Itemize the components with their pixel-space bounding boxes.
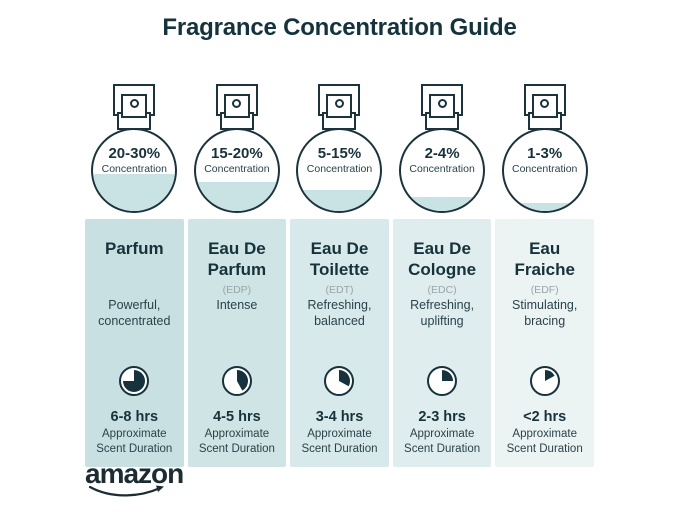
fragrance-abbr: (EDF) bbox=[530, 283, 559, 296]
name-block: Eau De Toilette (EDT) bbox=[297, 238, 381, 297]
bottle-body: 5-15% Concentration bbox=[296, 128, 383, 213]
bottle-body: 2-4% Concentration bbox=[399, 128, 486, 213]
liquid-fill bbox=[195, 181, 278, 211]
clock-icon bbox=[426, 361, 458, 401]
concentration-label: Concentration bbox=[306, 163, 373, 175]
bottle-nozzle-icon bbox=[540, 99, 550, 108]
duration-note: Approximate Scent Duration bbox=[198, 428, 275, 455]
concentration-label: Concentration bbox=[409, 163, 475, 175]
card-parfum: Parfum Powerful, concentrated 6-8 hrs Ap… bbox=[85, 219, 184, 467]
clock-icon bbox=[221, 361, 253, 401]
bottle-pump-icon bbox=[223, 94, 250, 118]
card-eau-fraiche: Eau Fraiche (EDF) Stimulating, bracing <… bbox=[495, 219, 594, 467]
bottle-label: 15-20% Concentration bbox=[196, 145, 278, 175]
page-title: Fragrance Concentration Guide bbox=[162, 14, 517, 41]
fragrance-abbr: (EDP) bbox=[222, 283, 252, 296]
fragrance-name: Eau De Cologne bbox=[408, 239, 477, 280]
perfume-bottle-eau-fraiche: 1-3% Concentration bbox=[496, 84, 594, 214]
clock-icon bbox=[529, 361, 561, 401]
fragrance-name: Eau De Parfum bbox=[207, 239, 267, 280]
concentration-value: 5-15% bbox=[317, 145, 362, 162]
fragrance-name: Eau Fraiche bbox=[514, 239, 575, 280]
perfume-bottle-eau-de-cologne: 2-4% Concentration bbox=[393, 84, 491, 214]
name-block: Parfum bbox=[105, 238, 164, 297]
fragrance-description: Stimulating, bracing bbox=[512, 298, 578, 329]
name-block: Eau Fraiche (EDF) bbox=[503, 238, 587, 297]
duration-note: Approximate Scent Duration bbox=[506, 428, 583, 455]
concentration-label: Concentration bbox=[101, 163, 167, 175]
info-cards-row: Parfum Powerful, concentrated 6-8 hrs Ap… bbox=[85, 219, 594, 467]
concentration-value: 2-4% bbox=[424, 145, 460, 162]
duration-value: 6-8 hrs bbox=[110, 409, 159, 425]
fragrance-name: Eau De Toilette bbox=[309, 239, 370, 280]
card-eau-de-cologne: Eau De Cologne (EDC) Refreshing, uplifti… bbox=[392, 219, 492, 467]
duration-value: 2-3 hrs bbox=[418, 409, 466, 425]
perfume-bottle-eau-de-parfum: 15-20% Concentration bbox=[188, 84, 286, 214]
concentration-value: 15-20% bbox=[211, 145, 263, 162]
perfume-bottle-parfum: 20-30% Concentration bbox=[85, 84, 183, 214]
amazon-logo: amazon bbox=[85, 460, 195, 500]
bottle-label: 5-15% Concentration bbox=[298, 145, 380, 175]
card-eau-de-parfum: Eau De Parfum (EDP) Intense 4-5 hrs Appr… bbox=[187, 219, 287, 467]
bottle-body: 15-20% Concentration bbox=[193, 128, 280, 213]
bottle-nozzle-icon bbox=[129, 99, 139, 108]
duration-note: Approximate Scent Duration bbox=[96, 428, 173, 455]
bottle-body: 1-3% Concentration bbox=[501, 128, 588, 213]
bottle-pump-icon bbox=[326, 94, 353, 118]
perfume-bottle-eau-de-toilette: 5-15% Concentration bbox=[290, 84, 388, 214]
bottle-pump-icon bbox=[121, 94, 148, 118]
amazon-smile-icon bbox=[88, 485, 164, 497]
duration-value: 3-4 hrs bbox=[315, 409, 364, 425]
amazon-logo-text: amazon bbox=[85, 458, 184, 489]
liquid-fill bbox=[503, 202, 586, 211]
duration-value: <2 hrs bbox=[523, 409, 567, 425]
fragrance-description: Refreshing, balanced bbox=[307, 298, 372, 329]
liquid-fill bbox=[93, 173, 176, 211]
fragrance-abbr: (EDC) bbox=[427, 283, 457, 296]
bottle-label: 1-3% Concentration bbox=[504, 145, 586, 175]
duration-value: 4-5 hrs bbox=[213, 409, 261, 425]
bottle-label: 20-30% Concentration bbox=[93, 145, 175, 175]
bottle-nozzle-icon bbox=[232, 99, 242, 108]
concentration-value: 20-30% bbox=[108, 145, 161, 162]
fragrance-abbr: (EDT) bbox=[325, 283, 354, 296]
name-block: Eau De Cologne (EDC) bbox=[400, 238, 484, 297]
bottle-pump-icon bbox=[429, 94, 456, 118]
clock-icon bbox=[323, 361, 355, 401]
duration-note: Approximate Scent Duration bbox=[301, 428, 378, 455]
fragrance-description: Intense bbox=[216, 298, 258, 312]
duration-note: Approximate Scent Duration bbox=[404, 428, 481, 455]
fragrance-description: Refreshing, uplifting bbox=[410, 298, 475, 329]
name-block: Eau De Parfum (EDP) bbox=[195, 238, 279, 297]
bottle-nozzle-icon bbox=[334, 99, 344, 108]
concentration-label: Concentration bbox=[204, 163, 270, 175]
bottle-label: 2-4% Concentration bbox=[401, 145, 483, 175]
concentration-label: Concentration bbox=[512, 163, 578, 175]
liquid-fill bbox=[401, 197, 484, 211]
fragrance-description: Powerful, concentrated bbox=[98, 298, 171, 329]
bottle-pump-icon bbox=[531, 94, 558, 118]
clock-icon bbox=[118, 361, 150, 401]
liquid-fill bbox=[298, 189, 381, 211]
bottles-row: 20-30% Concentration 15-20% Concentratio… bbox=[85, 84, 594, 214]
bottle-nozzle-icon bbox=[437, 99, 447, 108]
bottle-body: 20-30% Concentration bbox=[91, 128, 178, 213]
fragrance-name: Parfum bbox=[105, 239, 164, 258]
concentration-value: 1-3% bbox=[527, 145, 563, 162]
card-eau-de-toilette: Eau De Toilette (EDT) Refreshing, balanc… bbox=[290, 219, 389, 467]
